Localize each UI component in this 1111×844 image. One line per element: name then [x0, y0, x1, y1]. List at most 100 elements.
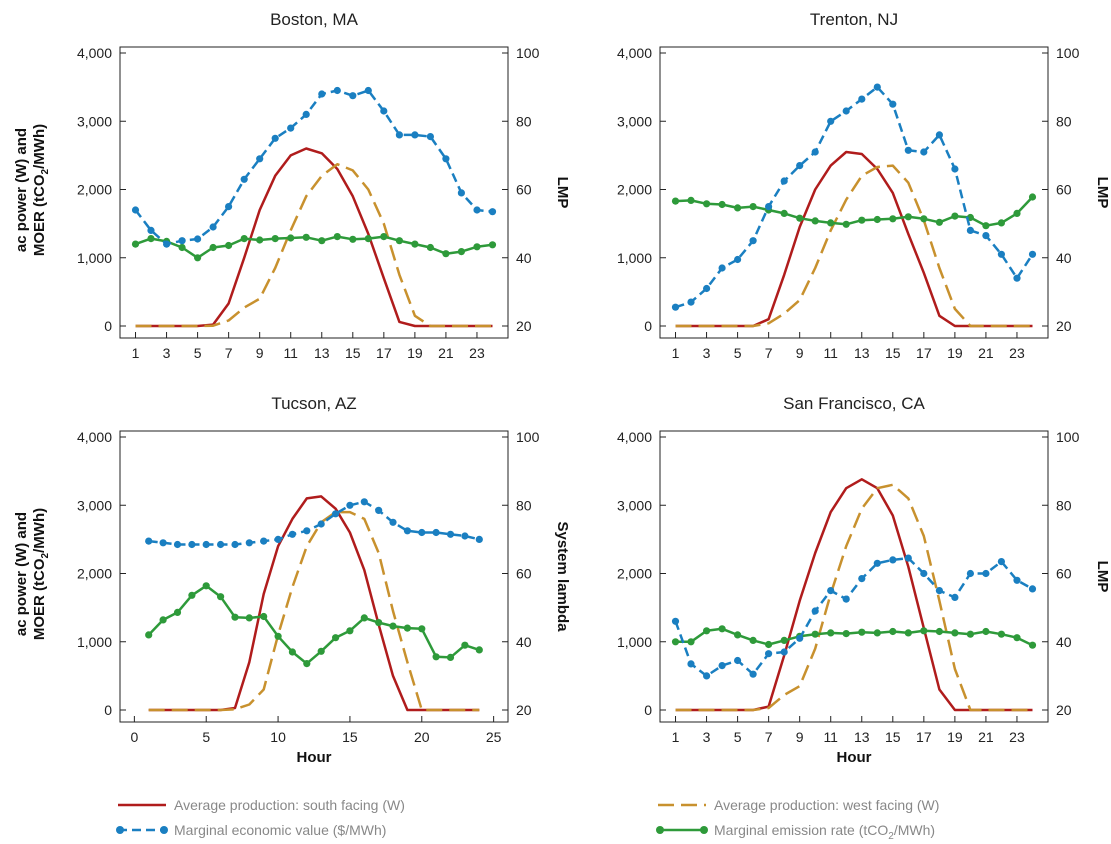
data-point-emission — [426, 243, 434, 252]
y-tick-label-left: 4,000 — [77, 45, 112, 61]
data-point-emission — [889, 627, 897, 636]
data-point-econ — [287, 124, 295, 132]
y-tick-label-right: 80 — [516, 497, 532, 513]
legend-item-south: Average production: south facing (W) — [118, 797, 405, 813]
data-point-econ — [332, 510, 340, 518]
data-point-emission — [457, 248, 465, 256]
y-tick-label-right: 20 — [1056, 318, 1072, 334]
x-tick-label: 11 — [283, 345, 298, 361]
x-tick-label: 19 — [947, 345, 963, 361]
data-point-econ — [145, 537, 153, 545]
data-point-econ — [827, 117, 835, 125]
data-point-econ — [873, 83, 881, 91]
x-tick-label: 20 — [414, 729, 430, 745]
y-tick-label-right: 100 — [1056, 45, 1080, 61]
x-tick-label: 13 — [854, 345, 870, 361]
x-tick-label: 15 — [345, 345, 361, 361]
data-point-emission — [827, 219, 835, 227]
data-point-econ — [131, 206, 140, 214]
data-point-emission — [473, 243, 481, 251]
data-point-emission — [734, 204, 742, 212]
chart-title: San Francisco, CA — [783, 394, 925, 413]
data-point-emission — [317, 647, 325, 655]
y-tick-label-right: 80 — [1056, 113, 1072, 129]
series-west — [135, 162, 493, 328]
y-axis-label-right: LMP — [1094, 177, 1111, 209]
data-point-econ — [982, 569, 990, 578]
y-tick-label-left: 4,000 — [77, 429, 112, 445]
series-line-west — [148, 510, 480, 712]
y-tick-label-left: 4,000 — [617, 45, 652, 61]
data-point-emission — [749, 636, 757, 645]
data-point-emission — [873, 215, 881, 224]
y-tick-label-left: 0 — [644, 702, 652, 718]
chart-panel-3: Tucson, AZ 0 1,000 2,000 3,000 4,000 20 40 60 80 1… — [77, 394, 571, 766]
series-line-south — [135, 147, 493, 328]
x-tick-label: 7 — [225, 345, 233, 361]
data-point-econ — [260, 537, 268, 545]
x-tick-label: 0 — [130, 729, 138, 745]
x-tick-label: 23 — [469, 345, 485, 361]
data-point-econ — [442, 155, 450, 163]
data-point-emission — [935, 627, 944, 636]
data-point-emission — [687, 196, 695, 204]
y-tick-label-right: 100 — [1056, 429, 1080, 445]
y-tick-label-left: 3,000 — [617, 497, 652, 513]
y-tick-label-right: 60 — [1056, 566, 1072, 582]
data-point-emission — [858, 628, 866, 636]
chart-panel-4: San Francisco, CA 0 1,000 2,000 3,000 4,000 20… — [617, 394, 1111, 766]
y-tick-label-right: 20 — [1056, 702, 1072, 718]
chart-panels: Boston, MA 0 1,000 2,000 3,000 4,000 20 40 60 80 1… — [77, 10, 1111, 766]
left-axis-label-line1: ac power (W) and — [13, 128, 30, 252]
y-tick-label-right: 40 — [516, 634, 532, 650]
data-point-econ — [811, 607, 819, 615]
legend-item-econ: Marginal economic value ($/MWh) — [116, 822, 386, 838]
data-point-econ — [1013, 576, 1021, 584]
data-point-emission — [225, 241, 233, 250]
data-point-emission — [811, 630, 819, 638]
y-tick-label-left: 1,000 — [77, 250, 112, 266]
data-point-emission — [380, 233, 388, 241]
series-south — [135, 147, 493, 328]
chart-title: Trenton, NJ — [810, 10, 898, 29]
series-line-econ — [134, 89, 493, 246]
data-point-econ — [217, 540, 225, 549]
legend-item-emission: Marginal emission rate (tCO2/MWh) — [656, 822, 935, 842]
data-point-econ — [920, 569, 928, 578]
x-tick-label: 3 — [163, 345, 171, 361]
data-point-econ — [317, 520, 325, 528]
data-point-econ — [288, 530, 296, 538]
series-line-emission — [675, 627, 1034, 647]
series-line-emission — [147, 584, 480, 665]
series-line-south — [675, 478, 1033, 712]
y-tick-label-right: 80 — [516, 113, 532, 129]
data-point-econ — [703, 672, 711, 680]
data-point-econ — [389, 518, 397, 526]
data-point-econ — [411, 131, 419, 139]
y-tick-label-left: 0 — [104, 318, 112, 334]
data-point-econ — [687, 298, 695, 306]
x-tick-label: 7 — [765, 345, 773, 361]
data-point-emission — [274, 632, 282, 640]
series-line-econ — [675, 85, 1034, 309]
series-line-south — [148, 495, 480, 712]
data-point-econ — [935, 131, 944, 139]
data-point-emission — [271, 235, 279, 243]
data-point-emission — [240, 235, 248, 243]
data-point-emission — [858, 216, 866, 224]
data-point-econ — [302, 110, 310, 118]
y-tick-label-left: 2,000 — [77, 182, 112, 198]
x-tick-label: 17 — [916, 345, 932, 361]
y-tick-label-right: 40 — [516, 250, 532, 266]
data-point-econ — [951, 593, 959, 602]
y-tick-label-left: 2,000 — [617, 566, 652, 582]
plot-frame — [119, 430, 509, 723]
series-line-south — [675, 150, 1033, 328]
x-tick-label: 1 — [132, 345, 140, 361]
data-point-econ — [796, 162, 804, 170]
data-point-econ — [349, 92, 357, 100]
data-point-econ — [303, 527, 311, 535]
data-point-econ — [380, 107, 388, 115]
data-point-econ — [904, 146, 912, 154]
data-point-emission — [687, 638, 695, 646]
